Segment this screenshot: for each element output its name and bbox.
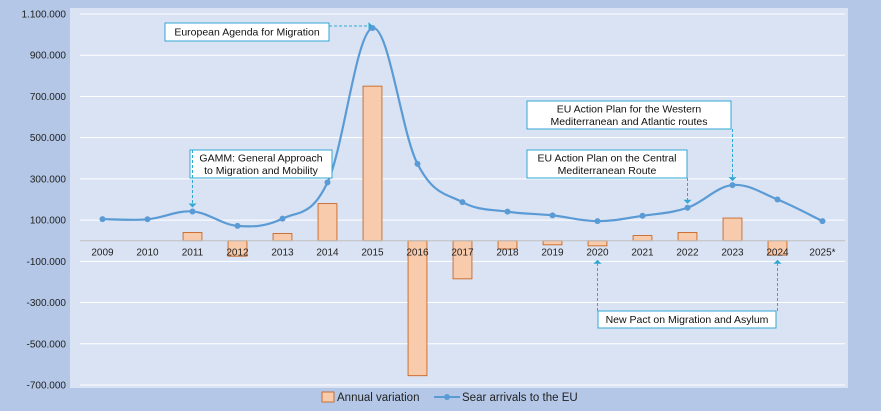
- line-point: [729, 182, 736, 189]
- x-tick-label: 2012: [226, 248, 249, 259]
- line-point: [189, 208, 196, 215]
- callout-central-med-box: [526, 149, 688, 179]
- callout-western-med-text: Mediterranean and Atlantic routes: [550, 116, 707, 128]
- callout-arrow: [188, 203, 197, 208]
- line-point: [414, 160, 421, 167]
- line-point: [279, 215, 286, 222]
- line-point: [324, 179, 331, 186]
- callout-european-agenda-text: European Agenda for Migration: [174, 27, 320, 39]
- callout-new-pact-text: New Pact on Migration and Asylum: [606, 314, 769, 326]
- bar-annual-variation: [677, 232, 698, 242]
- y-tick-label: 300.000: [30, 174, 67, 185]
- x-tick-label: 2022: [676, 248, 699, 259]
- bar-annual-variation: [182, 232, 203, 242]
- y-tick-label: 1.100.000: [22, 10, 67, 21]
- x-tick-label: 2025*: [809, 248, 835, 259]
- bar-series: [182, 85, 788, 377]
- x-tick-label: 2016: [406, 248, 429, 259]
- callout-gamm-text: GAMM: General Approach: [199, 152, 322, 164]
- legend: Annual variation Sear arrivals to the EU: [321, 391, 578, 404]
- x-tick-label: 2013: [271, 248, 294, 259]
- bar-annual-variation: [452, 240, 473, 280]
- callout-european-agenda-box: [164, 22, 330, 42]
- bar-annual-variation: [407, 240, 428, 377]
- legend-label-bar: Annual variation: [337, 392, 419, 404]
- line-point: [549, 212, 556, 219]
- x-axis-ticks: 2009 2010 2011 2012 2013 2014 2015 2016 2017 2018…: [91, 248, 835, 259]
- y-tick-label: -500.000: [27, 339, 67, 350]
- callout-arrow: [593, 259, 602, 264]
- bar-annual-variation: [317, 203, 338, 242]
- line-point: [819, 218, 826, 225]
- callout-arrow: [683, 199, 692, 204]
- line-point: [684, 204, 691, 211]
- line-point: [504, 208, 511, 215]
- x-tick-label: 2019: [541, 248, 564, 259]
- bar-annual-variation: [542, 240, 563, 246]
- callout-arrow: [773, 259, 782, 264]
- callout-central-med-text: Mediterranean Route: [558, 165, 657, 177]
- bar-annual-variation: [272, 233, 293, 242]
- callout-gamm-text: to Migration and Mobility: [204, 165, 319, 177]
- y-tick-label: 700.000: [30, 92, 67, 103]
- x-tick-label: 2020: [586, 248, 609, 259]
- x-tick-label: 2018: [496, 248, 519, 259]
- line-series: [99, 25, 826, 229]
- y-tick-label: 500.000: [30, 133, 67, 144]
- bar-annual-variation: [587, 240, 608, 247]
- line-point: [459, 199, 466, 206]
- legend-label-line: Sear arrivals to the EU: [462, 392, 578, 404]
- x-tick-label: 2009: [91, 248, 114, 259]
- callout-western-med-box: [526, 100, 732, 130]
- bar-annual-variation: [632, 235, 653, 242]
- y-tick-label: 900.000: [30, 51, 67, 62]
- x-tick-label: 2011: [182, 248, 204, 259]
- callout-arrow: [368, 22, 373, 30]
- y-tick-label: -100.000: [27, 257, 67, 268]
- line-point: [639, 212, 646, 219]
- line-point: [99, 216, 106, 223]
- legend-swatch-marker: [444, 394, 450, 400]
- y-axis-ticks: 1.100.000 900.000 700.000 500.000 300.000 100…: [22, 10, 67, 392]
- line-point: [774, 196, 781, 203]
- annotations: European Agenda for Migration GAMM: Gener…: [164, 22, 782, 329]
- callout-central-med-text: EU Action Plan on the Central: [538, 152, 677, 164]
- callout-new-pact-box: [597, 310, 777, 329]
- callout-arrow: [728, 177, 737, 182]
- line-point: [234, 222, 241, 229]
- x-tick-label: 2023: [721, 248, 744, 259]
- y-tick-label: -300.000: [27, 298, 67, 309]
- x-tick-label: 2010: [136, 248, 159, 259]
- bar-annual-variation: [362, 85, 383, 242]
- gridlines: [80, 13, 845, 386]
- y-tick-label: -700.000: [27, 381, 67, 392]
- line-point: [144, 216, 151, 223]
- callout-western-med-text: EU Action Plan for the Western: [557, 103, 702, 115]
- bar-annual-variation: [722, 217, 743, 242]
- x-tick-label: 2015: [361, 248, 384, 259]
- x-tick-label: 2017: [451, 248, 474, 259]
- legend-swatch-bar: [321, 391, 335, 403]
- x-tick-label: 2024: [766, 248, 789, 259]
- y-tick-label: 100.000: [30, 216, 67, 227]
- x-tick-label: 2014: [316, 248, 339, 259]
- callout-gamm-box: [189, 149, 333, 179]
- x-tick-label: 2021: [631, 248, 654, 259]
- line-point: [594, 218, 601, 225]
